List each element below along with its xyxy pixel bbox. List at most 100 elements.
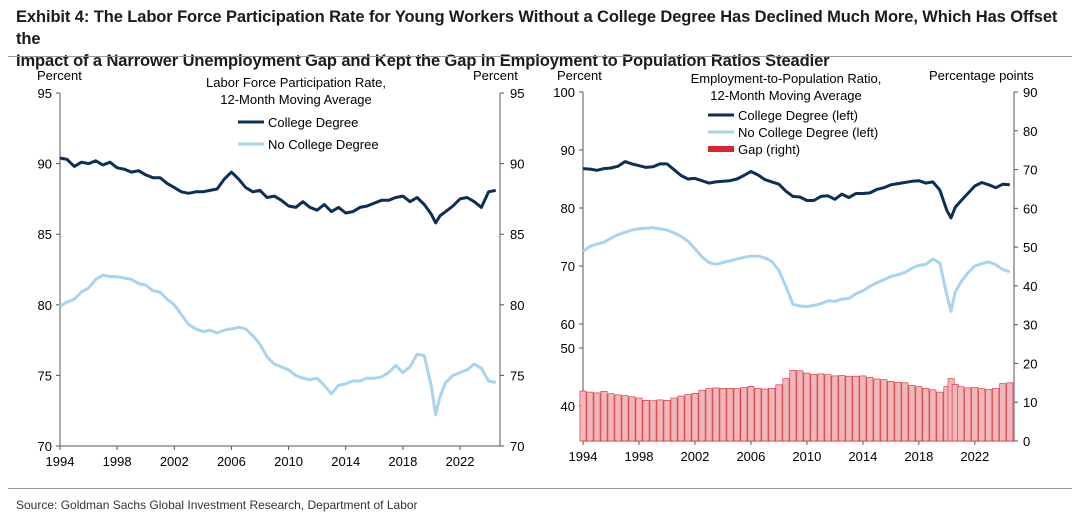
gap-bar: [747, 385, 755, 442]
gap-bar: [817, 373, 825, 442]
gap-bar: [908, 385, 916, 442]
gap-bar: [796, 370, 804, 442]
gap-bar: [740, 387, 748, 442]
gap-bar: [999, 383, 1007, 442]
right-y-tick-label: 70: [510, 439, 524, 454]
legend-label-no-college: No College Degree: [268, 137, 379, 152]
gap-bar: [712, 387, 720, 442]
title-divider: [8, 56, 1072, 57]
left-y-axis-title: Percent: [557, 68, 602, 83]
gap-bar: [964, 387, 972, 442]
gap-bar: [705, 388, 713, 442]
x-tick-label: 1994: [569, 449, 598, 464]
x-tick-label: 2010: [792, 449, 821, 464]
left-y-tick-label: 70: [561, 259, 575, 274]
gap-bar: [901, 382, 909, 442]
gap-bar: [845, 375, 853, 442]
x-tick-label: 2018: [388, 454, 417, 469]
gap-bar: [586, 391, 594, 442]
gap-bar: [887, 380, 895, 442]
gap-bar: [621, 395, 629, 442]
right-y-tick-label: 80: [1023, 124, 1037, 139]
gap-bar: [593, 392, 601, 442]
chart-title-line2: 12-Month Moving Average: [710, 88, 862, 103]
right-y-tick-label: 20: [1023, 356, 1037, 371]
right-y-tick-label: 0: [1023, 434, 1030, 449]
left-y-tick-label: 75: [38, 368, 52, 383]
gap-bar: [600, 391, 608, 442]
exhibit-title-line1: Exhibit 4: The Labor Force Participation…: [16, 8, 1058, 48]
x-tick-label: 2002: [680, 449, 709, 464]
x-tick-label: 2014: [331, 454, 360, 469]
gap-bar: [684, 394, 692, 442]
series-line-no-college: [582, 226, 1011, 313]
gap-bar: [726, 387, 734, 442]
gap-bar: [642, 399, 650, 442]
x-tick-label: 1998: [103, 454, 132, 469]
gap-bar: [992, 387, 1000, 442]
legend-label-college: College Degree (left): [738, 108, 858, 123]
gap-bar: [810, 373, 818, 442]
left-y-tick-label: 60: [561, 317, 575, 332]
left-y-tick-label: 80: [38, 298, 52, 313]
left-y-tick-label: 80: [561, 201, 575, 216]
x-tick-label: 2006: [217, 454, 246, 469]
gap-bar: [873, 378, 881, 442]
x-tick-label: 1998: [625, 449, 654, 464]
legend-label-gap: Gap (right): [738, 142, 800, 157]
left-y-tick-label: 100: [553, 85, 575, 100]
left-y-tick-label: 50: [561, 341, 575, 356]
gap-bar: [628, 396, 636, 442]
source-divider: [8, 488, 1072, 489]
right-y-tick-label: 60: [1023, 201, 1037, 216]
gap-bar: [915, 386, 923, 442]
right-y-tick-label: 95: [510, 86, 524, 101]
gap-bar: [698, 389, 706, 442]
gap-bar: [971, 387, 979, 442]
right-y-tick-label: 80: [510, 298, 524, 313]
right-y-axis-title: Percentage points: [929, 68, 1034, 83]
epop-chart: 60 70 80 90 100 40 50 0 10 20 30 40 50 60 70 80 90 1994 19…: [553, 68, 1037, 464]
x-tick-label: 1994: [46, 454, 75, 469]
left-y-tick-label: 85: [38, 227, 52, 242]
series-line-college-degree: [59, 156, 496, 225]
chart-title-line2: 12-Month Moving Average: [220, 92, 372, 107]
gap-bar: [719, 387, 727, 442]
series-line-no-college-degree: [59, 273, 497, 417]
source-note: Source: Goldman Sachs Global Investment …: [16, 498, 418, 512]
gap-bar: [649, 400, 657, 442]
gap-bar: [978, 388, 986, 442]
gap-bar: [754, 387, 762, 442]
left-y-tick-label: 95: [38, 86, 52, 101]
gap-bar: [733, 388, 741, 442]
right-y-tick-label: 90: [510, 157, 524, 172]
right-y-tick-label: 10: [1023, 395, 1037, 410]
right-y-axis-title: Percent: [473, 68, 518, 83]
gap-bar: [1006, 382, 1014, 442]
gap-bar: [957, 386, 965, 442]
gap-bar: [936, 391, 944, 442]
right-y-tick-label: 75: [510, 368, 524, 383]
gap-bar: [691, 392, 699, 442]
x-tick-label: 2002: [160, 454, 189, 469]
gap-bar: [775, 384, 783, 442]
gap-bar: [670, 397, 678, 442]
gap-bar: [859, 375, 867, 442]
x-tick-label: 2022: [446, 454, 475, 469]
right-y-tick-label: 30: [1023, 318, 1037, 333]
gap-bar: [852, 375, 860, 442]
right-y-tick-label: 85: [510, 227, 524, 242]
series-line-college: [582, 160, 1010, 220]
gap-bar: [894, 382, 902, 442]
lfpr-chart: 70 70 75 75 80 80 85 85 90 90 95 95 1994 1998 2002 2006…: [37, 68, 524, 469]
legend-label-college: College Degree: [268, 115, 358, 130]
gap-bar: [768, 387, 776, 442]
gap-bar: [607, 393, 615, 442]
gap-bar: [614, 394, 622, 442]
right-y-tick-label: 70: [1023, 163, 1037, 178]
gap-bar: [803, 372, 811, 442]
x-tick-label: 2018: [904, 449, 933, 464]
gap-bar: [985, 389, 993, 442]
gap-bar: [831, 375, 839, 442]
